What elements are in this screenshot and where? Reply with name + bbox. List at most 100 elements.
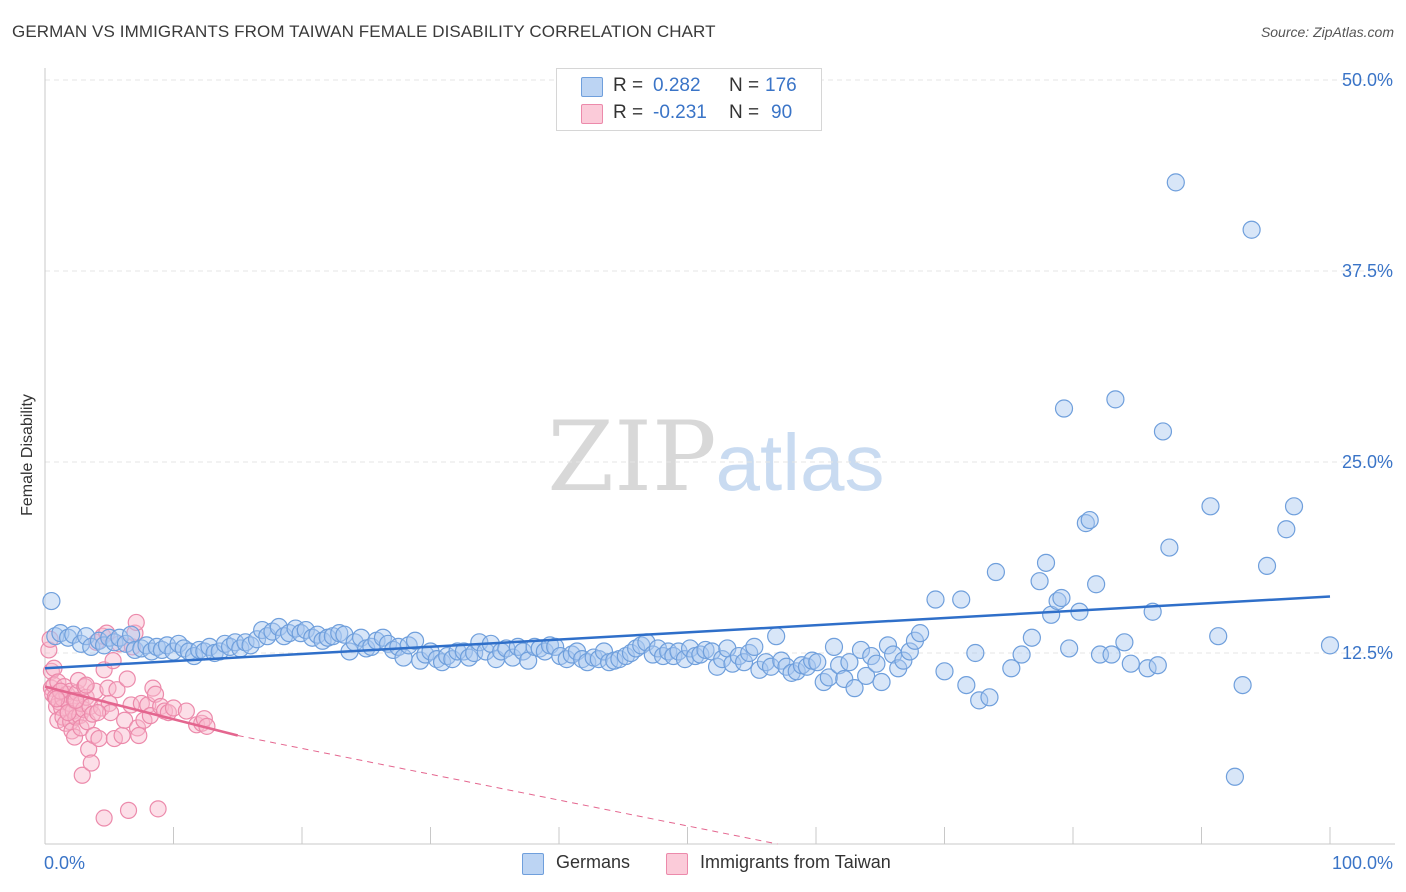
germans-point-47 [296, 620, 315, 640]
taiwan-point-87 [89, 703, 107, 722]
taiwan-point-45 [90, 729, 108, 748]
taiwan-point-42 [85, 726, 103, 745]
germans-point-121 [696, 640, 715, 660]
germans-point-188 [1121, 654, 1140, 673]
germans-point-202 [1284, 497, 1304, 516]
taiwan-point-31 [72, 719, 90, 737]
legend-row-taiwan: R = -0.231 N = 90 [557, 102, 821, 126]
germans-point-153 [867, 654, 886, 673]
germans-point-57 [352, 628, 371, 647]
legend-r-value: -0.231 [653, 102, 707, 123]
axes [44, 68, 1395, 845]
taiwan-point-57 [113, 726, 131, 745]
taiwan-points [40, 613, 216, 827]
taiwan-trend-extension [237, 735, 778, 845]
taiwan-point-86 [77, 676, 95, 694]
taiwan-point-78 [177, 702, 195, 720]
germans-point-116 [669, 642, 688, 661]
germans-point-130 [745, 637, 764, 656]
taiwan-point-58 [116, 711, 134, 729]
germans-point-189 [1138, 659, 1157, 678]
germans-trend-line [44, 595, 1331, 670]
germans-point-144 [819, 668, 838, 687]
watermark-zip: ZIP [547, 401, 716, 513]
germans-point-150 [851, 640, 871, 660]
taiwan-point-88 [95, 809, 113, 827]
taiwan-point-60 [119, 801, 138, 819]
germans-point-195 [1201, 497, 1220, 516]
germans-point-0 [42, 591, 61, 611]
watermark: ZIP atlas [547, 401, 884, 513]
bottom-legend-swatch-taiwan [666, 853, 688, 875]
germans-point-170 [1002, 659, 1021, 678]
germans-point-201 [1277, 520, 1296, 539]
germans-point-108 [626, 639, 646, 658]
source-label: Source: ZipAtlas.com [1260, 24, 1394, 40]
taiwan-point-73 [149, 800, 167, 818]
germans-point-148 [840, 653, 859, 672]
taiwan-point-77 [164, 699, 183, 717]
grid-lines [45, 79, 1395, 654]
germans-point-131 [750, 660, 769, 679]
bottom-legend-label-taiwan: Immigrants from Taiwan [700, 852, 891, 872]
germans-point-178 [1054, 399, 1074, 418]
germans-point-199 [1242, 220, 1261, 239]
taiwan-point-66 [130, 726, 148, 745]
germans-points [42, 173, 1340, 786]
germans-point-38 [247, 630, 267, 649]
germans-point-145 [824, 637, 844, 656]
germans-point-14 [121, 625, 141, 644]
germans-point-172 [1022, 628, 1041, 647]
germans-point-164 [952, 590, 971, 609]
germans-point-192 [1153, 422, 1173, 441]
correlation-legend: R = 0.282 N = 176 R = -0.231 N = 90 [556, 68, 822, 131]
legend-swatch-germans [581, 77, 603, 97]
germans-point-159 [900, 642, 919, 661]
germans-point-187 [1115, 633, 1134, 652]
legend-n-label: N = [729, 102, 760, 123]
germans-point-85 [503, 648, 522, 667]
x-tick-label-0: 0.0% [44, 853, 85, 873]
germans-point-158 [894, 651, 913, 670]
germans-point-16 [132, 639, 151, 658]
germans-point-93 [546, 637, 565, 656]
germans-point-154 [872, 672, 891, 692]
taiwan-point-52 [101, 703, 120, 722]
germans-point-133 [761, 657, 781, 676]
bottom-legend-swatch-germans [522, 853, 544, 875]
germans-point-162 [926, 590, 945, 609]
y-tick-label-1: 25.0% [1342, 452, 1393, 472]
germans-point-169 [986, 562, 1006, 582]
taiwan-trend-line [44, 685, 239, 737]
germans-point-67 [405, 631, 425, 650]
bottom-legend-germans: Germans [522, 852, 652, 876]
taiwan-point-40 [82, 754, 100, 772]
legend-n-label: N = [729, 75, 760, 96]
germans-point-203 [1320, 636, 1340, 655]
legend-row-germans: R = 0.282 N = 176 [557, 75, 821, 99]
germans-point-174 [1036, 553, 1056, 572]
germans-point-102 [594, 642, 614, 661]
legend-swatch-taiwan [581, 104, 603, 124]
germans-point-73 [438, 646, 457, 666]
germans-point-146 [830, 656, 849, 675]
germans-point-155 [878, 636, 898, 655]
germans-point-182 [1080, 510, 1099, 530]
chart-title: GERMAN VS IMMIGRANTS FROM TAIWAN FEMALE … [12, 22, 716, 41]
taiwan-point-26 [65, 728, 84, 746]
taiwan-point-33 [73, 766, 91, 784]
y-tick-label-3: 50.0% [1342, 70, 1393, 90]
germans-point-142 [808, 653, 827, 672]
trend-lines [44, 595, 1331, 845]
germans-point-163 [935, 662, 954, 681]
germans-point-173 [1030, 572, 1049, 591]
germans-point-126 [723, 654, 742, 673]
y-tick-label-0: 12.5% [1342, 643, 1393, 663]
germans-point-168 [980, 688, 999, 707]
taiwan-point-1 [41, 630, 59, 648]
germans-point-147 [835, 669, 854, 689]
germans-point-106 [616, 646, 635, 666]
taiwan-point-53 [104, 652, 122, 670]
germans-point-177 [1052, 588, 1071, 608]
